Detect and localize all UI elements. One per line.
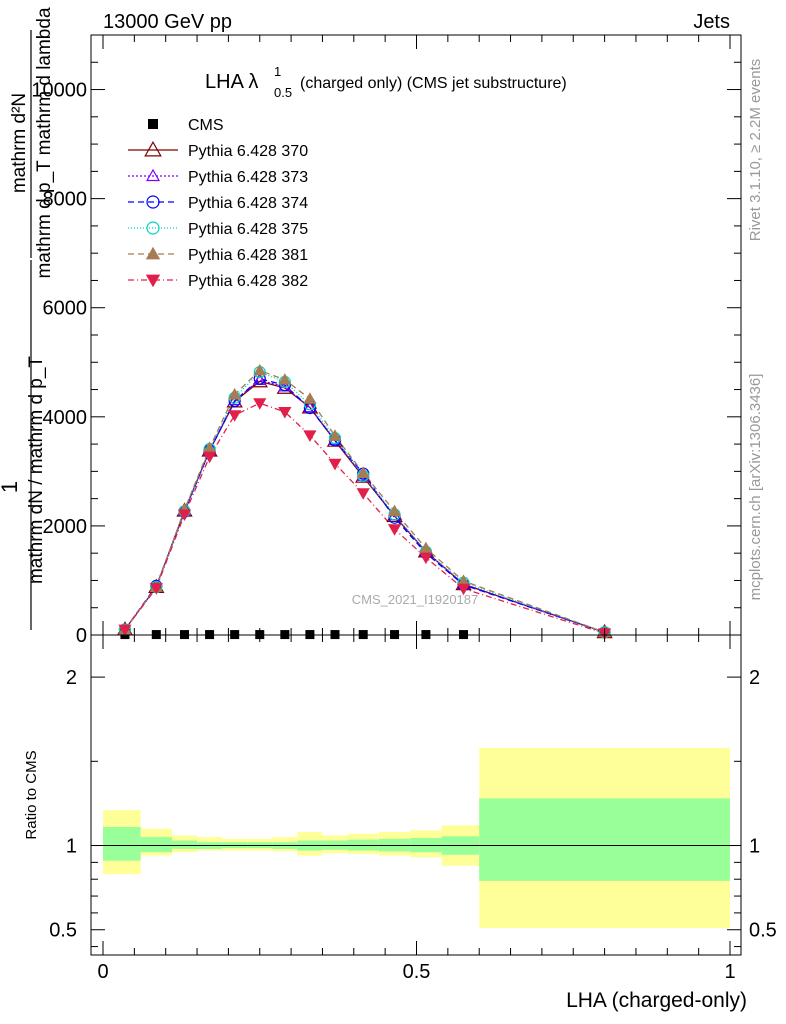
y-tick-label: 4000 — [43, 407, 88, 429]
y-tick-label: 0 — [76, 625, 87, 647]
svg-text:mathrm d p_T mathrm d lambda: mathrm d p_T mathrm d lambda — [34, 7, 55, 278]
y-tick-label: 6000 — [43, 298, 88, 320]
ratio-band-green-0 — [103, 827, 141, 861]
ratio-y-tick-label-right: 0.5 — [749, 920, 777, 942]
x-tick-label: 0.5 — [403, 961, 431, 983]
data-point-s5-12 — [456, 574, 471, 586]
series-line-5 — [124, 369, 605, 633]
ratio-y-tick-label-right: 2 — [749, 667, 760, 689]
ratio-y-tick-label: 2 — [66, 667, 77, 689]
legend-marker-2 — [145, 168, 161, 182]
x-axis-label: LHA (charged-only) — [566, 989, 747, 1012]
svg-text:mathrm dN / mathrm d p_T: mathrm dN / mathrm d p_T — [26, 356, 47, 584]
data-point-s6-12 — [456, 583, 471, 596]
ratio-band-green-1 — [140, 837, 172, 853]
y-axis-label-main: mathrm d²N mathrm d p_T mathrm d lambda … — [0, 7, 55, 630]
data-point-s6-4 — [228, 410, 242, 422]
data-point-s6-0 — [118, 624, 132, 637]
legend-marker-0 — [148, 119, 158, 129]
data-point-s6-9 — [356, 488, 370, 500]
data-point-s5-5 — [253, 363, 267, 376]
svg-text:(charged only) (CMS jet substr: (charged only) (CMS jet substructure) — [300, 75, 567, 92]
data-point-s6-11 — [419, 552, 433, 565]
data-point-s5-3 — [202, 441, 217, 453]
data-point-s6-6 — [278, 406, 292, 419]
y-tick-label: 2000 — [43, 516, 88, 538]
legend-label-5: Pythia 6.428 381 — [188, 247, 308, 264]
side-label-rivet: Rivet 3.1.10, ≥ 2.2M events — [747, 59, 764, 242]
legend-label-3: Pythia 6.428 374 — [188, 195, 308, 212]
side-label-mcplots: mcplots.cern.ch [arXiv:1306.3436] — [747, 374, 764, 601]
svg-text:mathrm d²N: mathrm d²N — [9, 93, 30, 193]
data-point-s6-2 — [177, 509, 192, 522]
legend-label-0: CMS — [188, 117, 224, 134]
ratio-band-green-2 — [171, 840, 198, 849]
data-point-s6-3 — [202, 451, 217, 464]
ratio-y-tick-label-right: 1 — [749, 836, 760, 858]
x-tick-label: 0 — [97, 961, 108, 983]
header-left: 13000 GeV pp — [103, 11, 232, 33]
series-line-6 — [124, 402, 605, 634]
data-point-s5-9 — [356, 466, 370, 478]
data-point-s2-7 — [303, 400, 317, 413]
legend-marker-5 — [145, 246, 161, 260]
data-point-s5-7 — [303, 392, 317, 404]
data-point-s6-7 — [303, 430, 317, 442]
watermark: CMS_2021_I1920187 — [352, 592, 479, 607]
legend-label-1: Pythia 6.428 370 — [188, 143, 308, 160]
data-point-s2-4 — [228, 393, 242, 406]
legend-marker-6 — [145, 274, 161, 288]
data-point-s6-1 — [149, 583, 163, 595]
data-point-s5-8 — [328, 429, 342, 441]
svg-text:1: 1 — [274, 64, 281, 79]
legend-label-6: Pythia 6.428 382 — [188, 273, 308, 290]
y-tick-label: 10000 — [31, 80, 87, 102]
axes-ticks: 0 2000 4000 6000 8000 10000 0 0.5 1 0.5 0.5 1 1 2 2 — [31, 34, 777, 983]
series-lines — [124, 369, 605, 634]
data-point-s1-7 — [301, 399, 319, 414]
svg-text:LHA λ: LHA λ — [205, 71, 258, 93]
data-point-s6-8 — [328, 458, 342, 471]
y-axis-label-ratio: Ratio to CMS — [23, 750, 40, 839]
data-point-s5-6 — [278, 373, 292, 385]
data-point-s5-10 — [387, 504, 402, 517]
svg-text:1: 1 — [0, 481, 22, 493]
ratio-y-tick-label: 1 — [66, 836, 77, 858]
ratio-y-tick-label: 0.5 — [49, 920, 77, 942]
header-right: Jets — [693, 11, 730, 33]
legend-label-4: Pythia 6.428 375 — [188, 221, 308, 238]
legend-marker-4 — [146, 221, 160, 235]
legend: CMS Pythia 6.428 370 Pythia 6.428 373 Pythi… — [128, 117, 308, 290]
data-point-s6-5 — [253, 398, 267, 410]
y-tick-label: 8000 — [43, 189, 88, 211]
data-point-s5-4 — [228, 387, 242, 400]
x-tick-label: 1 — [724, 961, 735, 983]
legend-label-2: Pythia 6.428 373 — [188, 169, 308, 186]
plot-title: LHA λ 1 0.5 (charged only) (CMS jet subs… — [205, 64, 567, 100]
data-point-s5-11 — [419, 541, 433, 554]
legend-marker-3 — [146, 195, 160, 209]
ratio-band-green-13 — [479, 798, 730, 881]
legend-marker-1 — [144, 140, 162, 157]
ratio-bands — [103, 747, 730, 929]
data-point-s6-10 — [387, 524, 402, 536]
svg-text:0.5: 0.5 — [274, 85, 292, 100]
